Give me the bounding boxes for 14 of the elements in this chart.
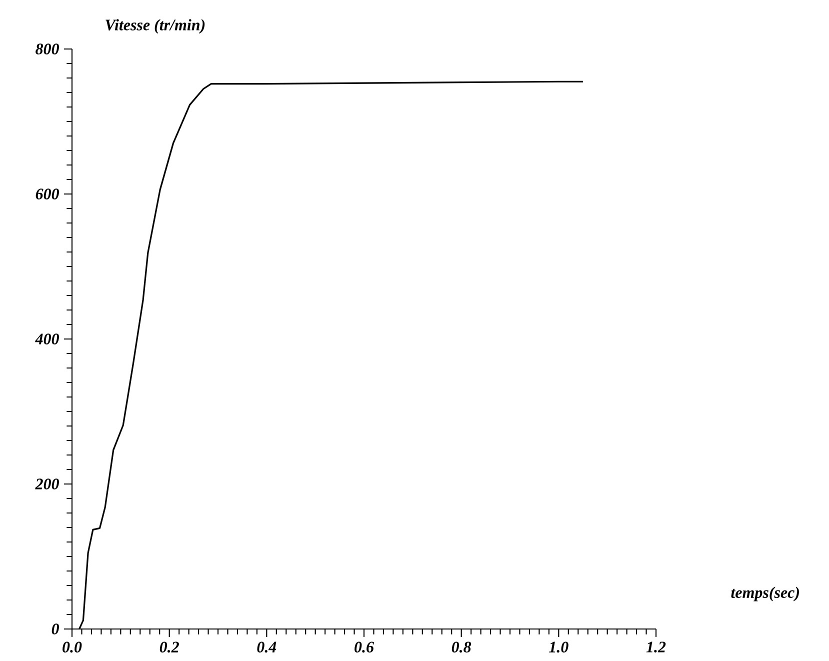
x-tick-label: 1.0 <box>549 642 568 653</box>
y-tick-label: 0 <box>52 624 60 634</box>
x-tick-label: 0.8 <box>452 642 472 653</box>
y-tick-label: 400 <box>35 334 60 344</box>
x-tick-label: 0.2 <box>160 642 179 653</box>
x-tick-label: 0.4 <box>257 642 276 653</box>
y-tick-label: 600 <box>36 188 60 200</box>
x-tick-label: 0.0 <box>62 642 82 653</box>
x-tick-label: 0.6 <box>354 642 374 653</box>
y-tick-label: 800 <box>36 44 60 54</box>
y-axis-title: Vitesse (tr/min) <box>106 19 205 34</box>
x-axis-title: temps(sec) <box>731 586 799 602</box>
x-tick-label: 1.2 <box>646 642 666 653</box>
y-tick-label: 200 <box>35 478 60 490</box>
